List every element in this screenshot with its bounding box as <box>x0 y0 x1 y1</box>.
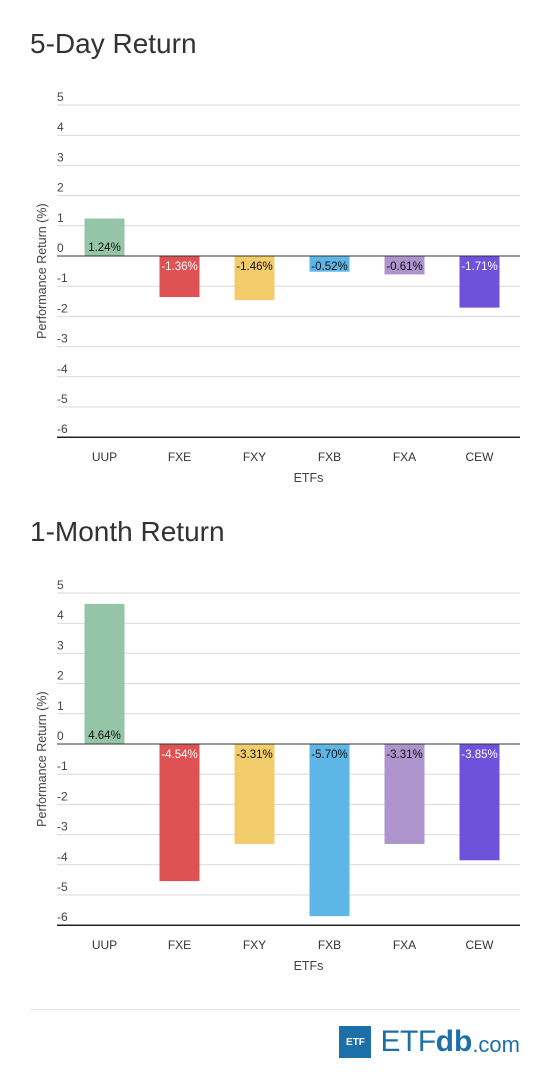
y-tick-label: 2 <box>57 181 64 195</box>
y-tick-label: -2 <box>57 789 68 803</box>
data-label: -0.61% <box>386 261 422 273</box>
data-label: -5.70% <box>311 749 347 761</box>
bar-fxy <box>234 256 275 301</box>
data-label: -0.52% <box>311 261 347 273</box>
x-tick-label: CEW <box>466 938 495 952</box>
y-tick-label: 5 <box>57 90 64 104</box>
y-tick-label: 0 <box>57 729 64 743</box>
y-tick-label: -4 <box>57 362 68 376</box>
x-tick-label: FXB <box>318 938 341 952</box>
bar-uup <box>84 218 125 256</box>
data-label: -1.46% <box>236 261 272 273</box>
chart-title: 5-Day Return <box>30 28 197 59</box>
x-tick-label: FXY <box>243 938 266 952</box>
x-tick-label: UUP <box>92 938 117 952</box>
y-tick-label: -3 <box>57 332 68 346</box>
y-tick-label: -6 <box>57 422 68 436</box>
logo-box: ETF <box>339 1026 372 1058</box>
y-tick-label: -5 <box>57 880 68 894</box>
data-label: -3.85% <box>461 749 497 761</box>
chart-svg: 5 4 3 2 1 0 -1 -2 -3 -4 -5 -6 4.64% UUP -4.54% FXE -3.31… <box>35 578 520 973</box>
bar-cew <box>459 256 500 308</box>
data-label: -1.71% <box>461 261 497 273</box>
bar-fxb <box>309 744 350 917</box>
bar-cew <box>459 744 500 861</box>
y-tick-label: -1 <box>57 759 68 773</box>
bar-uup <box>84 603 125 744</box>
y-tick-label: 2 <box>57 669 64 683</box>
y-tick-label: 3 <box>57 638 64 652</box>
x-tick-label: UUP <box>92 450 117 464</box>
logo-db-text: db <box>435 1025 473 1058</box>
x-axis-title: ETFs <box>294 959 324 973</box>
x-axis-title: ETFs <box>294 471 324 485</box>
footer-divider <box>30 1009 520 1010</box>
bar-fxa <box>384 256 425 275</box>
bar-fxb <box>309 256 350 272</box>
bar-fxa <box>384 744 425 844</box>
data-label: 4.64% <box>88 730 121 742</box>
x-tick-label: FXE <box>168 450 191 464</box>
y-tick-label: 0 <box>57 241 64 255</box>
y-tick-label: -3 <box>57 820 68 834</box>
y-tick-label: 3 <box>57 150 64 164</box>
y-tick-label: 1 <box>57 699 64 713</box>
y-tick-label: -2 <box>57 301 68 315</box>
y-axis-title: Performance Return (%) <box>35 691 49 826</box>
etfdb-logo: ETF ETF db .com <box>339 1025 520 1058</box>
y-tick-label: 4 <box>57 120 64 134</box>
x-tick-label: FXY <box>243 450 266 464</box>
data-label: -1.36% <box>161 261 197 273</box>
y-tick-label: -4 <box>57 850 68 864</box>
data-label: -4.54% <box>161 749 197 761</box>
x-tick-label: FXA <box>393 938 416 952</box>
y-tick-label: -5 <box>57 392 68 406</box>
x-tick-label: FXB <box>318 450 341 464</box>
y-tick-label: 4 <box>57 608 64 622</box>
y-tick-label: 5 <box>57 578 64 592</box>
logo-com-text: .com <box>472 1032 520 1057</box>
data-label: 1.24% <box>88 242 121 254</box>
y-tick-label: -1 <box>57 271 68 285</box>
data-label: -3.31% <box>386 749 422 761</box>
chart-svg: 5 4 3 2 1 0 -1 -2 -3 -4 -5 -6 1.24% UUP -1.36% FXE -1.46… <box>35 90 520 485</box>
logo-etf-text: ETF <box>380 1025 436 1058</box>
bar-fxe <box>159 256 200 298</box>
chart-title: 1-Month Return <box>30 516 225 547</box>
y-axis-title: Performance Return (%) <box>35 203 49 338</box>
x-tick-label: FXA <box>393 450 416 464</box>
x-tick-label: FXE <box>168 938 191 952</box>
chart-5-day-return: 5-Day Return 5 4 3 2 1 0 -1 -2 -3 -4 -5 -6 1.24% UUP -… <box>0 0 550 490</box>
chart-1-month-return: 1-Month Return 5 4 3 2 1 0 -1 -2 -3 -4 -5 -6 4.64% UU… <box>0 488 550 978</box>
data-label: -3.31% <box>236 749 272 761</box>
bar-fxy <box>234 744 275 844</box>
x-tick-label: CEW <box>466 450 495 464</box>
y-tick-label: 1 <box>57 211 64 225</box>
y-tick-label: -6 <box>57 910 68 924</box>
bar-fxe <box>159 744 200 882</box>
